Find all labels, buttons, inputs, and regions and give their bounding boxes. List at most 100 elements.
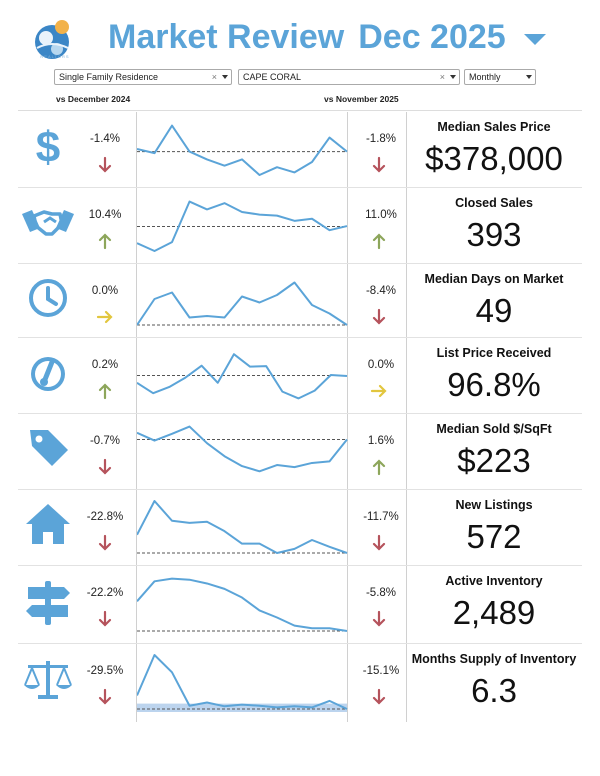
sparkline-border-right	[347, 112, 348, 188]
sparkline-trend-line	[137, 500, 348, 554]
sparkline-trend-line	[137, 200, 348, 252]
metric-closed-sales: Closed Sales 393	[404, 196, 584, 254]
mom-down-arrow-icon	[370, 688, 388, 706]
sparkline-median-days-on-market	[137, 281, 348, 326]
gauge-icon	[20, 344, 76, 400]
sparkline-months-supply-of-inventory	[137, 654, 348, 712]
mom-change: -8.4%	[365, 285, 397, 297]
city-chevron-down-icon[interactable]	[450, 75, 456, 79]
sparkline-border-right	[347, 566, 348, 644]
sparkline-border-right	[347, 414, 348, 490]
frequency-filter[interactable]: Monthly	[464, 69, 536, 85]
metric-value: 572	[466, 518, 522, 555]
yoy-change: -29.5%	[86, 665, 124, 677]
frequency-chevron-down-icon[interactable]	[526, 75, 532, 79]
sparkline-border-left	[136, 112, 137, 188]
yoy-down-arrow-icon	[96, 610, 114, 628]
metric-row-new-listings: -22.8% -11.7% New Listings 572	[18, 490, 582, 566]
sparkline-active-inventory	[137, 577, 348, 632]
row-divider	[18, 489, 582, 490]
metric-value: $223	[457, 442, 531, 479]
mom-change: -15.1%	[362, 665, 400, 677]
header-divider	[18, 110, 582, 111]
tag-icon	[20, 420, 76, 476]
property-type-clear-icon[interactable]: ×	[211, 72, 217, 82]
metric-value: 96.8%	[447, 366, 541, 403]
mom-down-arrow-icon	[370, 610, 388, 628]
sparkline-border-left	[136, 338, 137, 414]
metric-label: Active Inventory	[445, 574, 543, 588]
mom-change: -5.8%	[365, 587, 397, 599]
mom-right-arrow-icon	[370, 382, 388, 400]
city-clear-icon[interactable]: ×	[439, 72, 445, 82]
sparkline-border-left	[136, 188, 137, 264]
metric-median-sales-price: Median Sales Price $378,000	[404, 120, 584, 178]
yoy-change: 10.4%	[88, 209, 122, 221]
logo-wordmark: REALTORS	[40, 54, 70, 59]
metric-column-divider	[406, 490, 407, 566]
metric-label: List Price Received	[436, 346, 552, 360]
metric-column-divider	[406, 644, 407, 722]
metric-column-divider	[406, 112, 407, 188]
metric-months-supply-of-inventory: Months Supply of Inventory 6.3	[404, 652, 584, 710]
metric-median-sold-per-sqft: Median Sold $/SqFt $223	[404, 422, 584, 480]
yoy-comparison-label: vs December 2024	[56, 94, 131, 104]
metric-column-divider	[406, 566, 407, 644]
sparkline-border-left	[136, 264, 137, 338]
metric-row-months-supply-of-inventory: -29.5% -15.1% Months Supply of Inventory 6.…	[18, 644, 582, 722]
dollar-icon: $	[20, 118, 76, 174]
sparkline-border-right	[347, 644, 348, 722]
metric-label: Median Days on Market	[424, 272, 564, 286]
sparkline-median-sales-price	[137, 124, 348, 176]
metric-label: Median Sales Price	[437, 120, 551, 134]
mom-up-arrow-icon	[370, 458, 388, 476]
sparkline-border-left	[136, 644, 137, 722]
metric-value: 49	[475, 292, 513, 329]
metric-column-divider	[406, 414, 407, 490]
row-divider	[18, 263, 582, 264]
metric-new-listings: New Listings 572	[404, 498, 584, 556]
frequency-value: Monthly	[469, 72, 501, 82]
sparkline-border-right	[347, 264, 348, 338]
signpost-icon	[20, 573, 76, 629]
yoy-down-arrow-icon	[96, 458, 114, 476]
sparkline-trend-line	[137, 577, 348, 632]
yoy-down-arrow-icon	[96, 534, 114, 552]
metric-list-price-received: List Price Received 96.8%	[404, 346, 584, 404]
property-type-chevron-down-icon[interactable]	[222, 75, 228, 79]
clock-icon	[20, 269, 76, 325]
sparkline-list-price-received	[137, 353, 348, 400]
period-dropdown-chevron-icon[interactable]	[524, 34, 546, 45]
metric-row-median-sold-per-sqft: -0.7% 1.6% Median Sold $/SqFt $223	[18, 414, 582, 490]
city-filter[interactable]: CAPE CORAL ×	[238, 69, 460, 85]
mom-change: 0.0%	[367, 359, 395, 371]
sparkline-trend-line	[137, 124, 348, 176]
yoy-change: -0.7%	[89, 435, 121, 447]
property-type-filter[interactable]: Single Family Residence ×	[54, 69, 232, 85]
mom-comparison-label: vs November 2025	[324, 94, 399, 104]
svg-text:$: $	[36, 123, 60, 172]
metric-row-list-price-received: 0.2% 0.0% List Price Received 96.8%	[18, 338, 582, 414]
sparkline-border-left	[136, 414, 137, 490]
yoy-down-arrow-icon	[96, 688, 114, 706]
metric-label: New Listings	[455, 498, 533, 512]
sparkline-target-band	[137, 703, 347, 712]
title-text: Market Review	[108, 18, 345, 56]
metric-value: $378,000	[425, 140, 563, 177]
mom-change: 11.0%	[365, 209, 397, 221]
metric-value: 6.3	[471, 672, 517, 709]
sparkline-border-left	[136, 566, 137, 644]
city-value: CAPE CORAL	[243, 72, 302, 82]
metric-column-divider	[406, 338, 407, 414]
yoy-right-arrow-icon	[96, 308, 114, 326]
sparkline-closed-sales	[137, 200, 348, 252]
row-divider	[18, 565, 582, 566]
row-divider	[18, 413, 582, 414]
row-divider	[18, 643, 582, 644]
mom-change: -1.8%	[365, 133, 397, 145]
mom-down-arrow-icon	[370, 156, 388, 174]
metric-column-divider	[406, 264, 407, 338]
scales-icon	[20, 651, 76, 707]
metric-row-median-sales-price: $ -1.4% -1.8% Median Sales Price $378,000	[18, 112, 582, 188]
yoy-up-arrow-icon	[96, 382, 114, 400]
